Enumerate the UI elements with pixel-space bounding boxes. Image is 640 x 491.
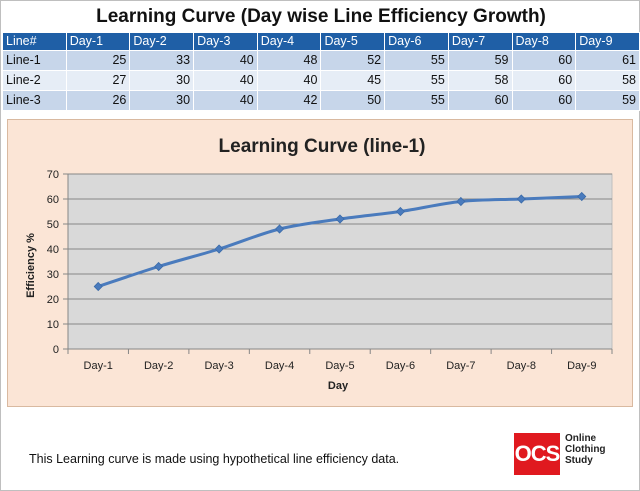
column-header-day: Day-3 bbox=[193, 32, 258, 51]
data-point bbox=[154, 261, 164, 272]
y-tick-label: 60 bbox=[47, 194, 59, 206]
table-cell: 50 bbox=[320, 90, 386, 111]
table-cell: 60 bbox=[511, 90, 577, 111]
ocs-logo: OCS Online Clothing Study bbox=[514, 433, 624, 475]
x-tick-label: Day-2 bbox=[144, 360, 173, 372]
column-header-day: Day-6 bbox=[384, 32, 449, 51]
table-cell: 40 bbox=[193, 50, 258, 71]
logo-line: Online bbox=[565, 433, 597, 444]
y-axis-title: Efficiency % bbox=[25, 233, 37, 298]
logo-line: Study bbox=[565, 455, 593, 466]
table-cell: 42 bbox=[256, 90, 322, 111]
x-tick-label: Day-3 bbox=[204, 360, 233, 372]
table-cell: 58 bbox=[447, 70, 513, 91]
efficiency-table: Line# Day-1 Day-2 Day-3 Day-4 Day-5 Day-6 Day-7… bbox=[2, 32, 640, 111]
column-header-day: Day-2 bbox=[129, 32, 195, 51]
x-tick-label: Day-4 bbox=[265, 360, 294, 372]
table-row: Line-3 26 30 40 42 50 55 60 60 59 bbox=[2, 90, 640, 111]
table-cell: 45 bbox=[320, 70, 386, 91]
plot-area bbox=[67, 173, 613, 350]
row-label: Line-3 bbox=[2, 90, 67, 111]
data-point bbox=[335, 214, 345, 224]
x-tick-label: Day-7 bbox=[446, 360, 475, 372]
y-tick-label: 10 bbox=[47, 319, 59, 331]
table-cell: 59 bbox=[575, 90, 640, 111]
table-cell: 61 bbox=[575, 50, 640, 71]
chart-panel: Learning Curve (line-1) 0 10 20 30 40 50 60 70 Da… bbox=[7, 119, 633, 407]
data-point bbox=[577, 191, 587, 202]
table-row: Line-1 25 33 40 48 52 55 59 60 61 bbox=[2, 50, 640, 71]
table-header-row: Line# Day-1 Day-2 Day-3 Day-4 Day-5 Day-6 Day-7… bbox=[2, 32, 640, 51]
y-tick-label: 20 bbox=[47, 294, 59, 306]
table-cell: 40 bbox=[256, 70, 322, 91]
row-label: Line-2 bbox=[2, 70, 67, 91]
column-header-day: Day-5 bbox=[320, 32, 386, 51]
table-cell: 60 bbox=[511, 70, 577, 91]
data-point bbox=[456, 196, 466, 207]
table-cell: 55 bbox=[384, 70, 449, 91]
chart-title: Learning Curve (line-1) bbox=[219, 136, 426, 157]
row-label: Line-1 bbox=[2, 50, 67, 71]
table-row: Line-2 27 30 40 40 45 55 58 60 58 bbox=[2, 70, 640, 91]
column-header-line: Line# bbox=[2, 32, 67, 51]
table-cell: 58 bbox=[575, 70, 640, 91]
y-tick-label: 70 bbox=[47, 169, 59, 181]
learning-curve-chart: Learning Curve (line-1) 0 10 20 30 40 50 60 70 Da… bbox=[25, 136, 613, 392]
table-cell: 25 bbox=[65, 50, 131, 71]
x-tick-label: Day-6 bbox=[386, 360, 415, 372]
table-cell: 60 bbox=[447, 90, 513, 111]
table-cell: 26 bbox=[65, 90, 131, 111]
table-cell: 40 bbox=[193, 90, 258, 111]
data-point bbox=[274, 224, 285, 234]
footer-note: This Learning curve is made using hypoth… bbox=[29, 452, 400, 466]
ocs-logo-mark: OCS bbox=[514, 433, 560, 475]
table-cell: 30 bbox=[129, 70, 195, 91]
data-point bbox=[395, 206, 406, 217]
table-cell: 30 bbox=[129, 90, 195, 111]
table-cell: 33 bbox=[129, 50, 195, 71]
y-tick-label: 50 bbox=[47, 219, 59, 231]
column-header-day: Day-7 bbox=[447, 32, 513, 51]
data-point bbox=[214, 244, 224, 254]
column-header-day: Day-8 bbox=[511, 32, 577, 51]
x-tick-label: Day-5 bbox=[325, 360, 354, 372]
data-point bbox=[93, 281, 103, 292]
y-tick-label: 40 bbox=[47, 244, 59, 256]
table-cell: 55 bbox=[384, 90, 449, 111]
column-header-day: Day-9 bbox=[575, 32, 640, 51]
table-cell: 55 bbox=[384, 50, 449, 71]
data-point bbox=[516, 194, 526, 204]
page-title: Learning Curve (Day wise Line Efficiency… bbox=[96, 6, 546, 27]
table-cell: 60 bbox=[511, 50, 577, 71]
x-axis-title: Day bbox=[328, 380, 349, 392]
column-header-day: Day-1 bbox=[65, 32, 131, 51]
table-cell: 52 bbox=[320, 50, 386, 71]
y-tick-label: 0 bbox=[53, 344, 59, 356]
x-tick-label: Day-8 bbox=[507, 360, 536, 372]
table-cell: 59 bbox=[447, 50, 513, 71]
table-cell: 48 bbox=[256, 50, 322, 71]
table-cell: 40 bbox=[193, 70, 258, 91]
x-tick-label: Day-1 bbox=[84, 360, 113, 372]
column-header-day: Day-4 bbox=[256, 32, 322, 51]
logo-line: Clothing bbox=[565, 444, 606, 455]
x-tick-label: Day-9 bbox=[567, 360, 596, 372]
table-cell: 27 bbox=[65, 70, 131, 91]
table-body: Line-1 25 33 40 48 52 55 59 60 61 Line-2 27 30 40 40 45… bbox=[2, 50, 640, 111]
ocs-logo-text: Online Clothing Study bbox=[565, 433, 625, 466]
y-tick-label: 30 bbox=[47, 269, 59, 281]
